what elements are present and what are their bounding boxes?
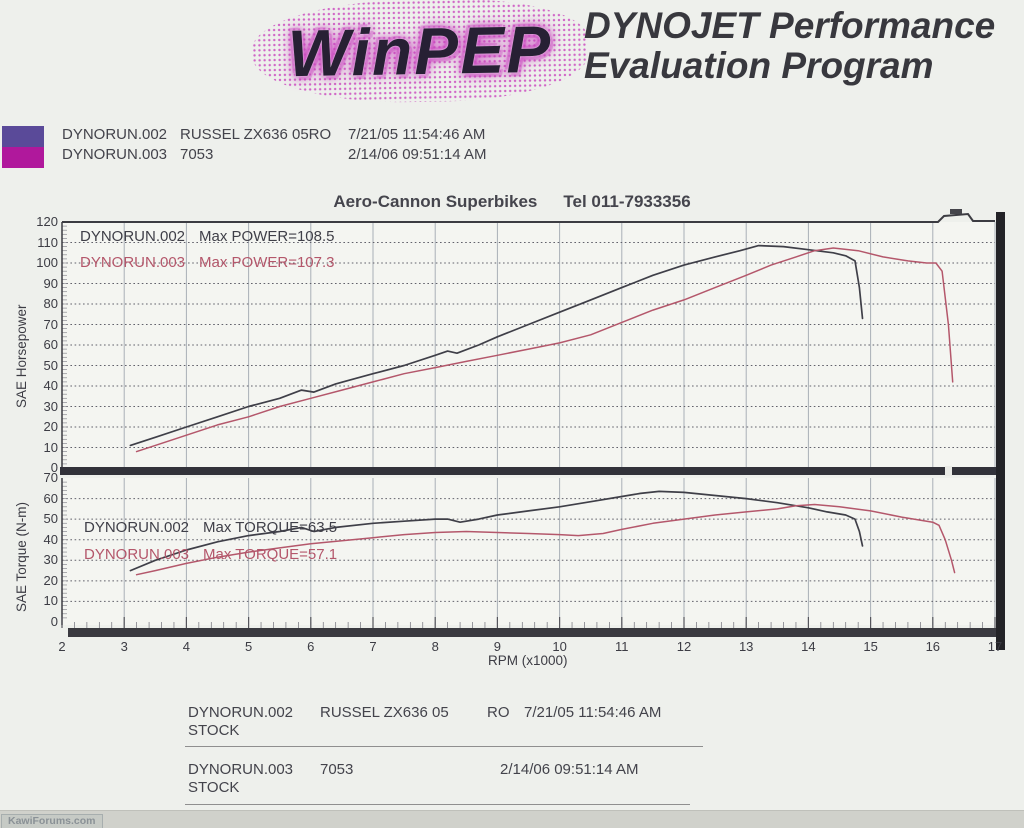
watermark-strip: KawiForums.com (0, 810, 1024, 828)
rpm-tick-13: 13 (738, 639, 754, 654)
footer-run002-file: DYNORUN.002 (188, 704, 294, 721)
rpm-tick-2: 2 (58, 639, 66, 654)
product-name: DYNOJET Performance Evaluation Program (584, 6, 1024, 86)
rpm-tick-14: 14 (801, 639, 816, 654)
tq-tick-30: 30 (43, 552, 58, 568)
hp-tick-50: 50 (43, 357, 58, 373)
tq-tick-0: 0 (50, 614, 58, 629)
hp-tick-80: 80 (43, 296, 58, 311)
hp-tick-60: 60 (43, 337, 58, 352)
footer-run003-name: 7053 (320, 761, 354, 778)
hp-tick-120: 120 (36, 214, 58, 229)
hp-tick-100: 100 (36, 255, 58, 270)
legend-run003-datetime: 2/14/06 09:51:14 AM (348, 146, 487, 163)
hp-tick-70: 70 (43, 316, 58, 332)
legend-row-run003: DYNORUN.003 7053 2/14/06 09:51:14 AM (62, 145, 486, 165)
footer-run003-datetime: 2/14/06 09:51:14 AM (500, 761, 639, 778)
legend-run002-label: RUSSEL ZX636 05RO (180, 126, 332, 143)
rpm-tick-15: 15 (863, 639, 878, 654)
chart-title: Aero-Cannon Superbikes Tel 011-7933356 (0, 192, 1024, 212)
rpm-tick-17: 17 (987, 639, 1003, 654)
rpm-axis-title: RPM (x1000) (488, 653, 568, 668)
run-legend-text: DYNORUN.002 RUSSEL ZX636 05RO 7/21/05 11… (62, 125, 486, 165)
footer-run002-datetime: 7/21/05 11:54:46 AM (524, 704, 662, 721)
shop-name: Aero-Cannon Superbikes (333, 192, 538, 211)
legend-run002-datetime: 7/21/05 11:54:46 AM (348, 126, 486, 143)
tq-tick-20: 20 (43, 572, 58, 588)
rpm-tick-9: 9 (493, 639, 501, 654)
legend-run003-file: DYNORUN.003 (62, 146, 168, 163)
rpm-tick-3: 3 (120, 639, 128, 654)
tq-tick-50: 50 (43, 511, 58, 527)
shop-phone: Tel 011-7933356 (563, 192, 691, 211)
rpm-tick-4: 4 (182, 639, 190, 654)
product-name-line1: DYNOJET Performance (584, 5, 996, 46)
horsepower-axis-title: SAE Horsepower (14, 304, 29, 408)
footer-divider-1 (185, 746, 703, 747)
legend-row-run002: DYNORUN.002 RUSSEL ZX636 05RO 7/21/05 11… (62, 125, 486, 145)
watermark-text: KawiForums.com (1, 814, 103, 828)
tq-tick-70: 70 (43, 470, 58, 485)
rpm-tick-8: 8 (431, 639, 439, 654)
legend-run002-file: DYNORUN.002 (62, 126, 168, 143)
torque-annotation-run003: DYNORUN.003 Max TORQUE=57.1 (84, 546, 338, 563)
rpm-tick-5: 5 (244, 639, 253, 654)
tq-tick-60: 60 (43, 490, 58, 506)
legend-run003-label: 7053 (180, 146, 214, 163)
footer-run003-file: DYNORUN.003 (188, 761, 294, 778)
hp-tick-30: 30 (43, 398, 58, 414)
footer-run002-name: RUSSEL ZX636 05 (320, 704, 449, 721)
hp-tick-110: 110 (37, 234, 58, 250)
tq-tick-40: 40 (43, 531, 58, 547)
footer-run003-config: STOCK (188, 779, 240, 796)
footer-run002-note: RO (487, 704, 510, 721)
hp-tick-0: 0 (50, 460, 58, 475)
power-annotation-run003: DYNORUN.003 Max POWER=107.3 (80, 254, 335, 271)
rpm-tick-6: 6 (307, 639, 315, 654)
run-color-legend (2, 126, 44, 168)
torque-annotation-run002: DYNORUN.002 Max TORQUE=63.5 (84, 519, 338, 536)
power-annotation-run002: DYNORUN.002 Max POWER=108.5 (80, 228, 335, 245)
rpm-tick-10: 10 (552, 639, 567, 654)
tq-tick-10: 10 (43, 593, 58, 609)
hp-tick-20: 20 (43, 419, 58, 434)
torque-axis-title: SAE Torque (N-m) (14, 501, 29, 612)
rpm-tick-7: 7 (369, 639, 377, 654)
footer-run002-config: STOCK (188, 722, 240, 739)
run003-color-swatch (2, 147, 44, 168)
run002-color-swatch (2, 126, 44, 147)
footer-divider-2 (185, 804, 690, 805)
hp-tick-40: 40 (43, 378, 58, 393)
rpm-tick-11: 11 (615, 639, 629, 654)
hp-tick-10: 10 (43, 439, 58, 455)
rpm-tick-12: 12 (676, 639, 692, 654)
product-name-line2: Evaluation Program (584, 45, 934, 86)
hp-tick-90: 90 (43, 275, 58, 291)
rpm-tick-16: 16 (925, 639, 941, 654)
